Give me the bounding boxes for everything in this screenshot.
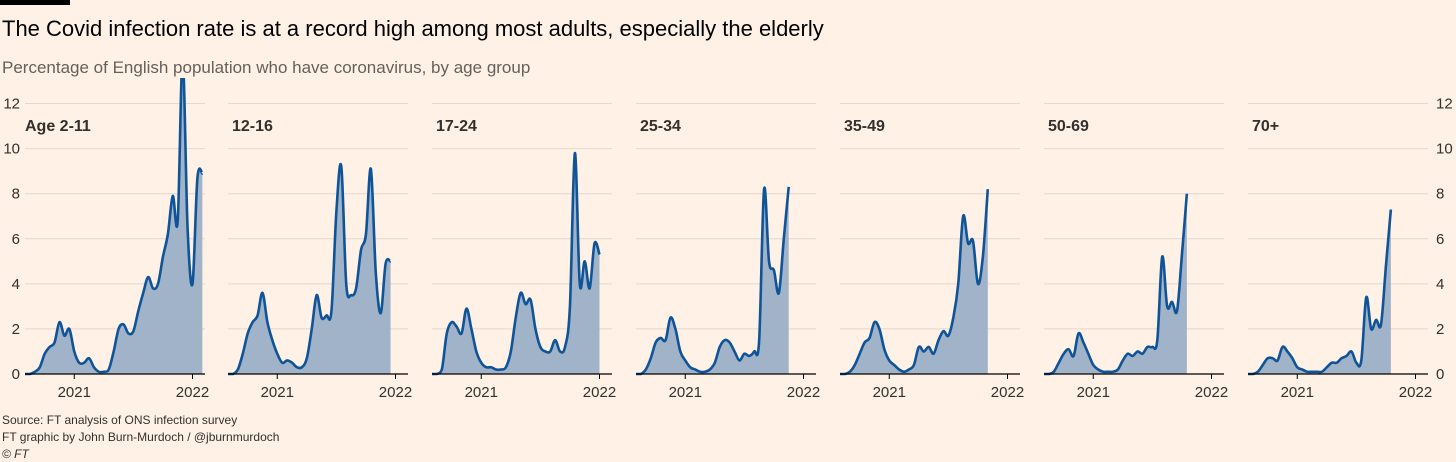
series-area: [432, 153, 600, 374]
x-tick-label: 2022: [583, 384, 616, 398]
y-tick-label-right: 10: [1436, 141, 1453, 158]
brand-accent-bar: [0, 0, 70, 5]
x-tick-label: 2022: [176, 384, 209, 398]
panel-title: 25-34: [640, 118, 681, 135]
x-tick-label: 2021: [669, 384, 702, 398]
y-tick-label-left: 8: [12, 186, 20, 203]
credit-note: FT graphic by John Burn-Murdoch / @jburn…: [2, 430, 280, 444]
y-tick-label-right: 8: [1436, 186, 1444, 203]
series-area: [228, 164, 391, 374]
series-line: [25, 78, 204, 376]
y-tick-label-right: 2: [1436, 321, 1444, 338]
x-tick-label: 2021: [58, 384, 91, 398]
x-tick-label: 2021: [261, 384, 294, 398]
small-multiples-chart: 0 0 2 2 4 4 6 6 8 8 10 10 12 12 2021 2022 Age 2-11 2021 20…: [3, 78, 1453, 398]
panel-title: 17-24: [436, 118, 477, 135]
series-area: [1248, 209, 1391, 374]
x-tick-label: 2022: [991, 384, 1024, 398]
series-line: [636, 186, 791, 376]
x-tick-label: 2021: [1281, 384, 1314, 398]
x-tick-label: 2022: [379, 384, 412, 398]
x-tick-label: 2021: [873, 384, 906, 398]
chart-subtitle: Percentage of English population who hav…: [2, 58, 531, 77]
series-area: [25, 78, 203, 374]
copyright-note: © FT: [2, 447, 29, 461]
y-tick-label-left: 2: [12, 321, 20, 338]
x-tick-label: 2022: [1399, 384, 1432, 398]
chart-title: The Covid infection rate is at a record …: [2, 16, 824, 41]
series-line: [840, 189, 990, 376]
series-line: [228, 162, 392, 376]
x-tick-label: 2022: [1195, 384, 1228, 398]
x-tick-label: 2021: [465, 384, 498, 398]
x-tick-label: 2021: [1077, 384, 1110, 398]
panel-title: 50-69: [1048, 118, 1089, 135]
series-area: [1044, 193, 1187, 374]
y-tick-label-left: 10: [3, 141, 20, 158]
panel-title: 35-49: [844, 118, 885, 135]
y-tick-label-right: 0: [1436, 366, 1444, 383]
x-tick-label: 2022: [787, 384, 820, 398]
series-area: [840, 189, 988, 374]
series-line: [1044, 193, 1189, 376]
y-tick-label-right: 4: [1436, 276, 1444, 293]
series-line: [1248, 209, 1393, 376]
y-tick-label-left: 12: [3, 96, 20, 113]
panel-title: 12-16: [232, 118, 273, 135]
y-tick-label-left: 4: [12, 276, 20, 293]
y-tick-label-right: 12: [1436, 96, 1453, 113]
y-tick-label-left: 0: [12, 366, 20, 383]
y-tick-label-left: 6: [12, 231, 20, 248]
source-note: Source: FT analysis of ONS infection sur…: [2, 413, 238, 427]
series-line: [432, 151, 601, 376]
y-tick-label-right: 6: [1436, 231, 1444, 248]
panel-title: Age 2-11: [25, 118, 91, 135]
panel-title: 70+: [1252, 118, 1279, 135]
